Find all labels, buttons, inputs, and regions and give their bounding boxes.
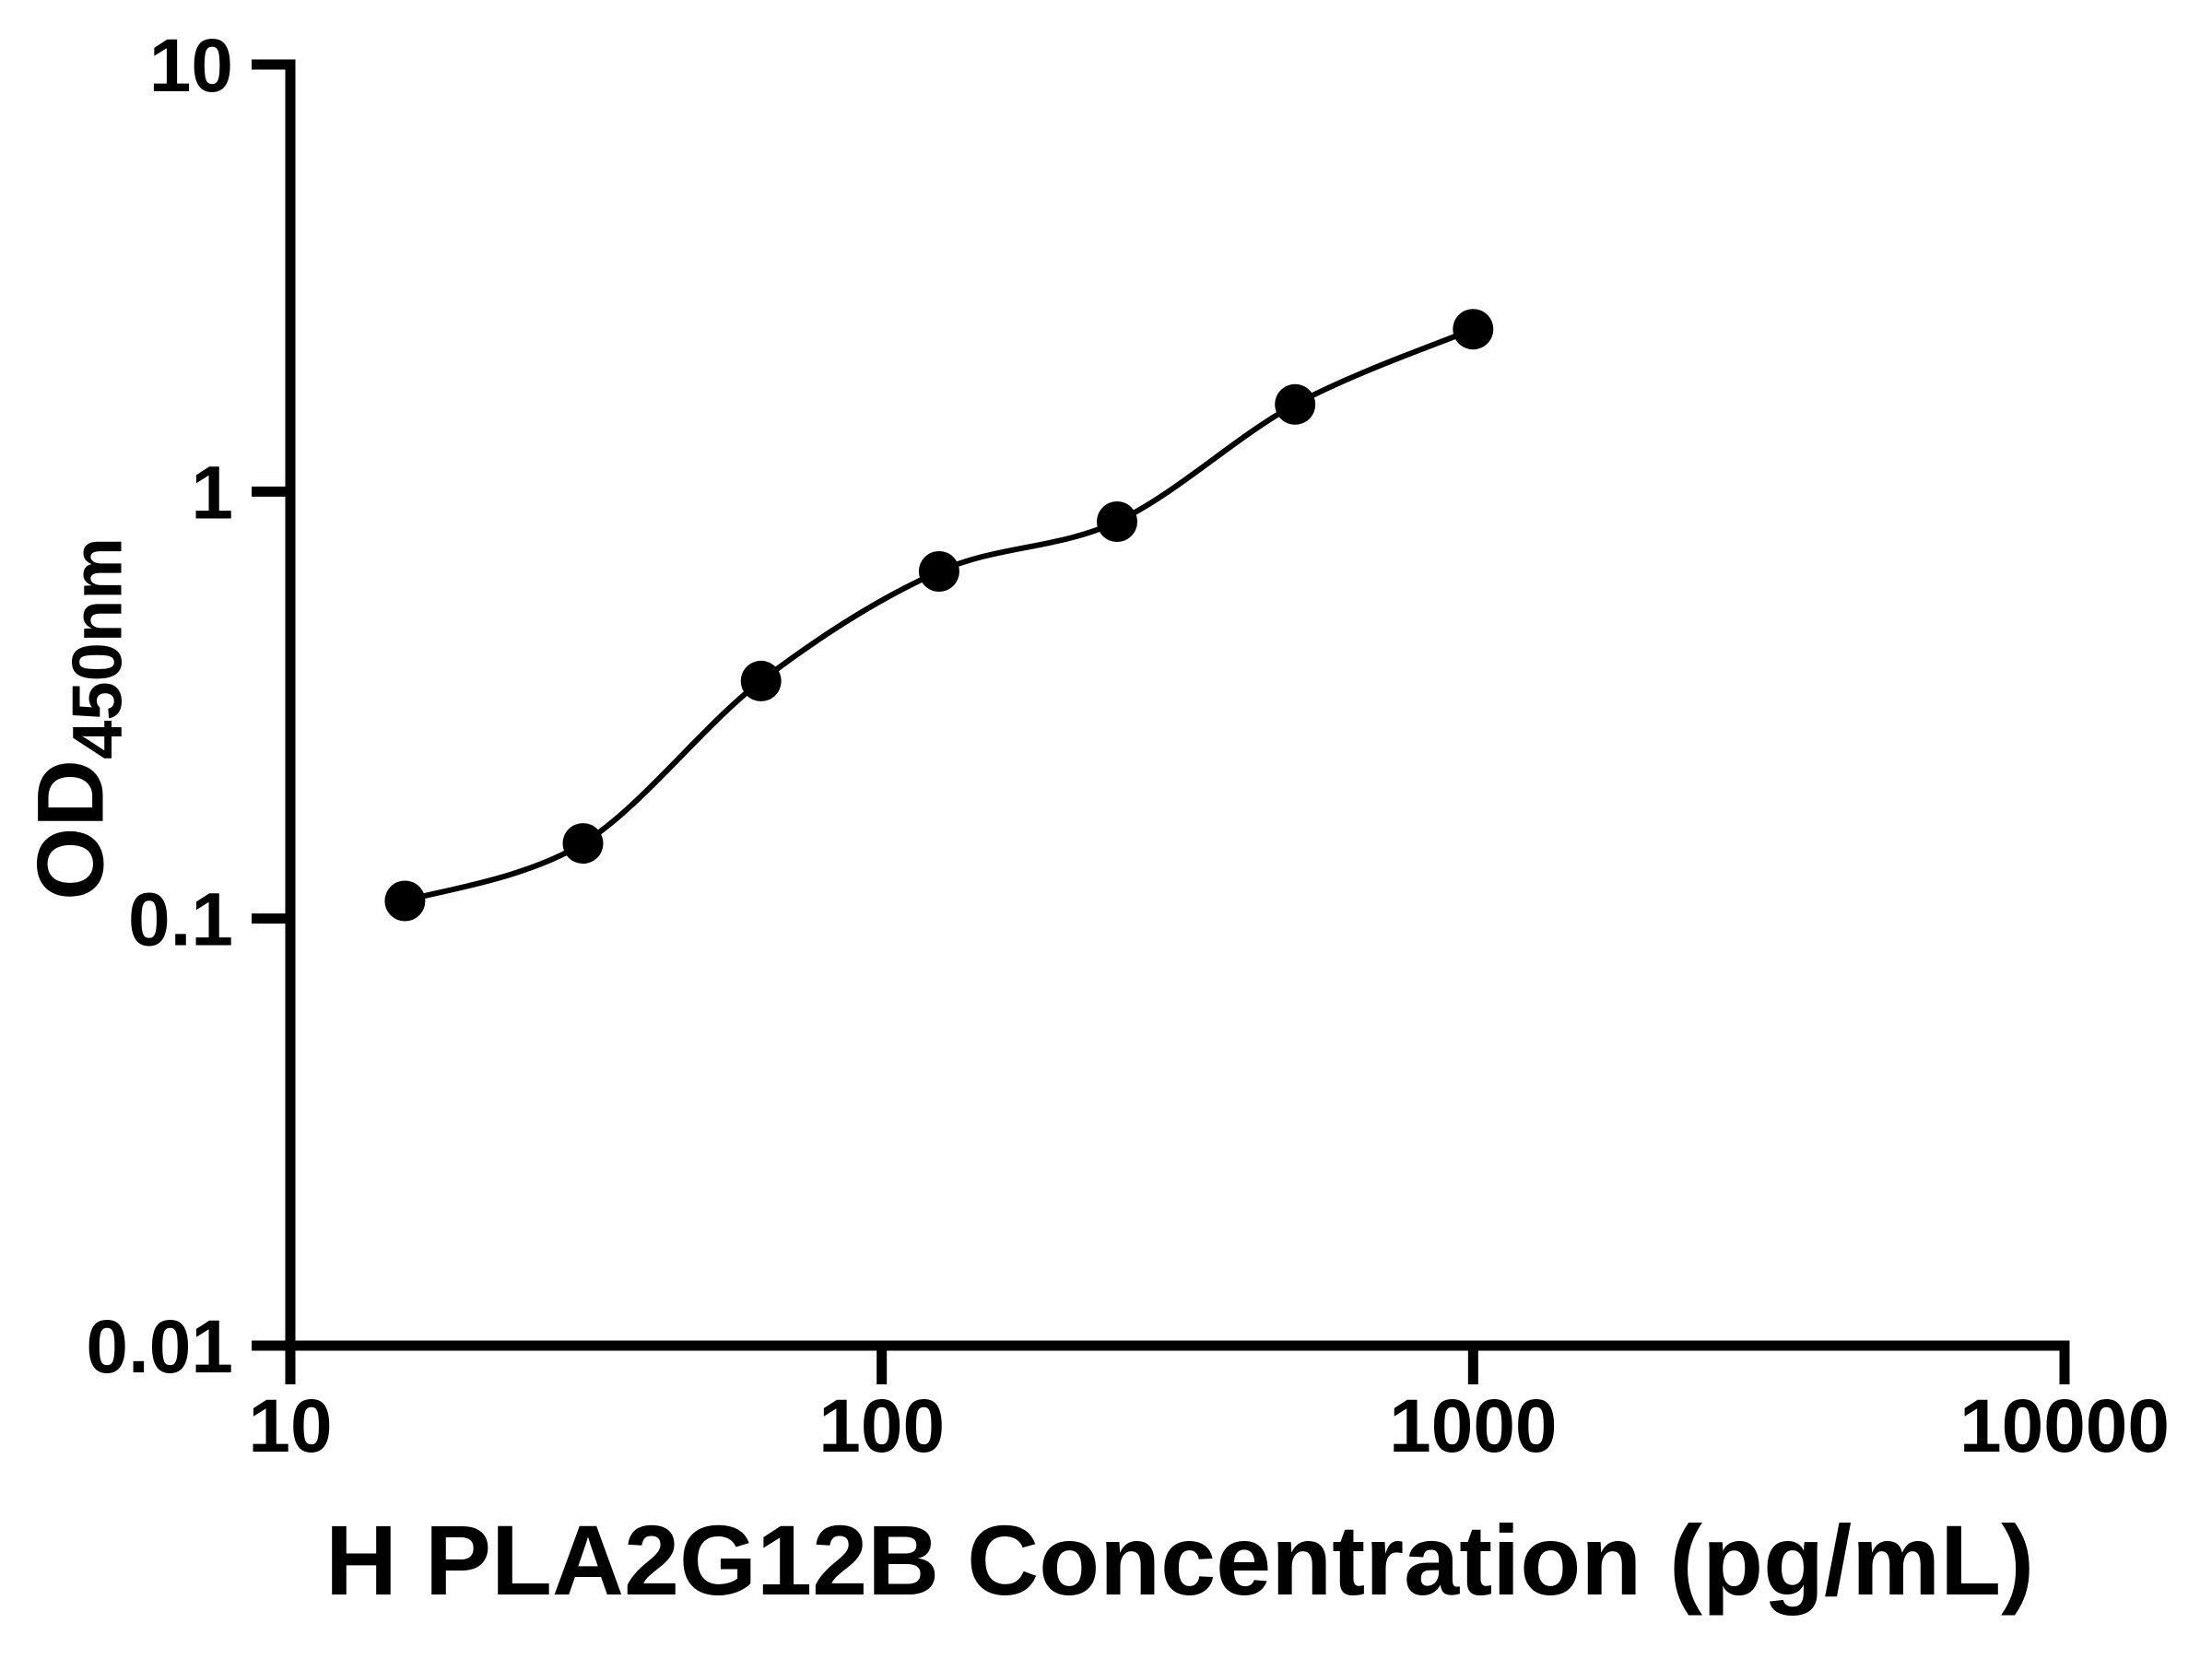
- data-point: [1453, 309, 1494, 350]
- y-axis-label: OD450nm: [18, 537, 138, 900]
- data-point: [384, 880, 426, 922]
- y-tick-label: 0.1: [128, 878, 233, 962]
- x-tick-label: 100: [818, 1384, 945, 1468]
- x-axis-label: H PLA2G12B Concentration (pg/mL): [324, 1504, 2035, 1616]
- fit-curve: [404, 326, 1475, 904]
- x-tick-label: 1000: [1389, 1384, 1557, 1468]
- data-point: [1097, 501, 1137, 542]
- y-tick-label: 0.01: [86, 1305, 233, 1389]
- y-axis-label-main: OD: [18, 759, 124, 900]
- y-tick-label: 10: [149, 24, 233, 108]
- x-tick-label: 10000: [1959, 1384, 2170, 1468]
- data-point: [918, 551, 959, 592]
- y-tick-label: 1: [191, 451, 233, 535]
- data-point: [562, 823, 604, 865]
- data-point: [740, 660, 782, 701]
- y-axis-label-subscript: 450nm: [58, 537, 137, 759]
- x-tick-label: 10: [248, 1384, 332, 1468]
- data-point: [1275, 383, 1316, 425]
